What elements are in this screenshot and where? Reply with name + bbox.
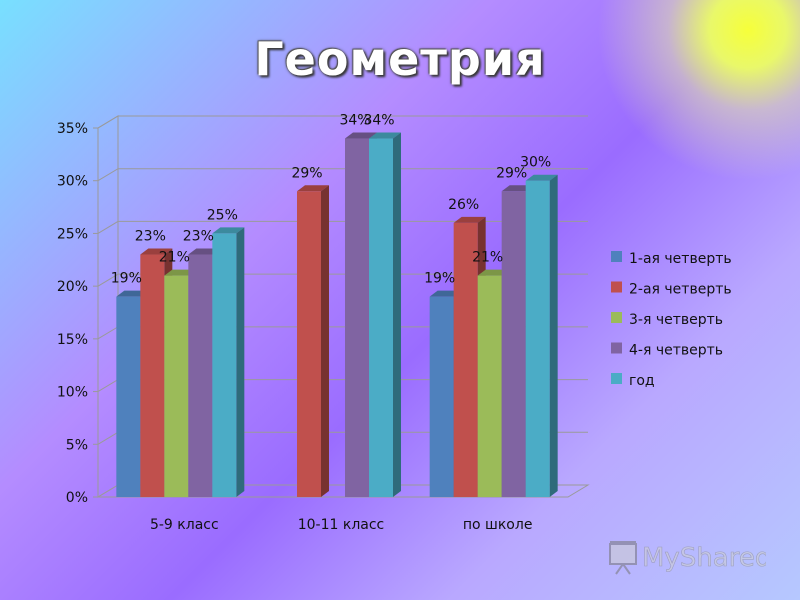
y-tick-label: 20% [57,279,88,295]
legend-item: 1-ая четверть [611,251,732,267]
gridline [97,273,588,287]
bar-top [140,248,173,255]
bar [525,174,558,497]
bar-front [297,191,321,497]
legend-swatch [611,373,622,384]
x-category-label: 5-9 класс [150,517,219,533]
legend-item: 2-ая четверть [611,281,732,298]
legend: 1-ая четверть 2-ая четверть 3-я четверть 4-… [611,251,732,389]
chart-title: Геометрия [254,32,546,86]
legend-label: 2-ая четверть [629,282,732,298]
data-label: 19% [424,271,455,287]
legend-swatch [611,342,622,354]
bar-side [393,132,401,498]
bar [369,132,401,498]
bar-top [369,132,401,139]
x-category-label: 10-11 класс [298,517,385,533]
y-tick-label: 5% [66,437,88,453]
bar-side [549,174,558,497]
bar-top [453,216,486,223]
presentation-icon [609,541,637,575]
bar-front [369,138,393,498]
y-tick-label: 30% [57,174,88,190]
data-label: 29% [291,165,322,181]
data-label: 23% [135,229,166,245]
bar-front [140,254,165,497]
legend-swatch [611,281,622,293]
data-label: 34% [339,113,370,129]
watermark-text: MyShared [642,543,766,573]
data-label: 26% [448,197,479,213]
legend-swatch [611,312,622,323]
bar-front [345,138,369,498]
x-axis-categories: 5-9 класс 10-11 класс по школе [150,517,532,533]
bar-top [525,174,558,181]
legend-label: 4-я четверть [629,343,723,359]
bar-front [188,254,213,497]
bar-front [212,233,237,497]
legend-item: 4-я четверть [611,342,723,359]
side-wall [97,115,119,498]
data-label: 21% [472,250,503,266]
data-label: 19% [111,271,142,287]
y-tick-label: 25% [57,226,88,242]
data-label: 30% [520,155,551,171]
y-tick-label: 0% [66,490,88,506]
bar-front [429,296,454,497]
data-label: 23% [183,229,214,245]
bar-side [236,227,245,497]
y-tick-label: 15% [57,332,88,348]
data-label: 21% [159,250,190,266]
data-labels: 19%23%21%23%25%29%34%34%19%26%21%29%30% [111,113,551,287]
data-label: 29% [496,165,527,181]
legend-label: 1-ая четверть [629,251,732,267]
bar-top [345,132,377,139]
y-tick-label: 35% [57,121,88,137]
data-label: 25% [207,207,238,223]
bar-front [501,191,526,497]
legend-label: год [629,373,655,389]
gridline [97,168,588,182]
bar-front [453,222,478,497]
bar-front [164,275,189,497]
gridline [97,220,588,234]
bars [116,132,558,498]
bar-top [297,185,329,192]
gridline [97,115,588,129]
legend-item: год [611,373,655,389]
data-label: 34% [363,113,394,129]
legend-label: 3-я четверть [629,312,723,328]
watermark-logo: MyShared [609,541,766,575]
bar [297,185,329,497]
bar-front [525,180,550,497]
legend-item: 3-я четверть [611,312,723,328]
y-axis-ticks: 0% 5% 10% 15% 20% 25% 30% 35% [57,121,98,506]
bar-front [116,296,141,497]
legend-swatch [611,251,622,262]
x-category-label: по школе [463,517,533,533]
bar-front [477,275,502,497]
bar [212,227,245,497]
bar-side [321,185,329,497]
y-tick-label: 10% [57,385,88,401]
bar-top [212,227,245,234]
